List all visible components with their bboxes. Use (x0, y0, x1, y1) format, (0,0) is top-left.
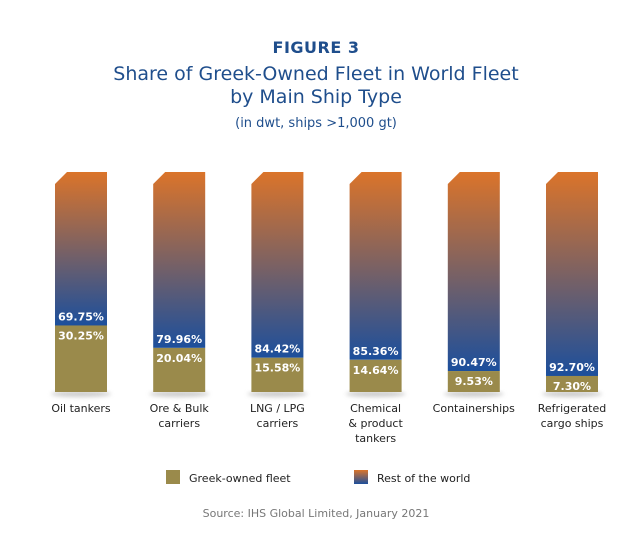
legend-swatch-greek (166, 470, 180, 484)
chart-title-line-2: by Main Ship Type (230, 86, 402, 108)
legend-label-rest: Rest of the world (377, 472, 470, 485)
category-label-line: Oil tankers (51, 402, 111, 415)
label-rest-of-world: 79.96% (156, 333, 202, 346)
bar-rest-of-world (349, 172, 402, 360)
bar-greek-owned (447, 371, 500, 392)
bar-group: 92.70% 7.30% Refrigerated cargo ships (538, 172, 606, 430)
bar-rest-of-world (546, 172, 598, 376)
label-greek-owned: 15.58% (254, 362, 300, 375)
category-label-line: & product (348, 417, 403, 430)
category-label-line: LNG / LPG (250, 402, 305, 415)
bar-rest-of-world (251, 172, 304, 358)
bar-group: 79.96% 20.04% Ore & Bulk carriers (149, 172, 209, 430)
category-label: Ore & Bulk carriers (150, 402, 210, 430)
category-label: Chemical & product tankers (348, 402, 403, 445)
category-label-line: tankers (355, 432, 396, 445)
bar-shadow (247, 391, 308, 397)
label-greek-owned: 7.30% (553, 380, 591, 393)
category-label-line: Refrigerated (538, 402, 606, 415)
bar-greek-owned (349, 359, 402, 392)
label-rest-of-world: 85.36% (353, 345, 399, 358)
legend-swatch-rest (354, 470, 368, 484)
label-rest-of-world: 69.75% (58, 310, 104, 323)
bar-group: 84.42% 15.58% LNG / LPG carriers (247, 172, 308, 430)
chart-subtitle: (in dwt, ships >1,000 gt) (235, 116, 397, 131)
category-label: LNG / LPG carriers (250, 402, 305, 430)
bar-group: 69.75% 30.25% Oil tankers (51, 172, 111, 415)
bar-shadow (51, 391, 111, 397)
bar-greek-owned (55, 325, 107, 392)
chart-title-line-1: Share of Greek-Owned Fleet in World Flee… (113, 63, 519, 85)
bar-group: 90.47% 9.53% Containerships (433, 172, 515, 415)
bar-rest-of-world (55, 172, 107, 326)
label-greek-owned: 30.25% (58, 329, 104, 342)
category-label-line: carriers (158, 417, 200, 430)
legend: Greek-owned fleet Rest of the world (166, 470, 470, 485)
bar-shadow (345, 391, 406, 397)
chart-title: Share of Greek-Owned Fleet in World Flee… (0, 63, 632, 109)
source-note: Source: IHS Global Limited, January 2021 (202, 507, 430, 520)
bar-rest-of-world (447, 172, 500, 372)
category-label-line: Containerships (433, 402, 515, 415)
bar-shadow (443, 391, 504, 397)
category-label: Containerships (433, 402, 515, 415)
category-label-line: Chemical (350, 402, 401, 415)
bar-greek-owned (251, 357, 304, 392)
category-label-line: carriers (257, 417, 299, 430)
category-label: Oil tankers (51, 402, 111, 415)
legend-label-greek: Greek-owned fleet (189, 472, 291, 485)
bar-rest-of-world (153, 172, 206, 348)
label-greek-owned: 20.04% (156, 352, 202, 365)
figure-label: FIGURE 3 (272, 38, 360, 57)
category-label-line: Ore & Bulk (150, 402, 210, 415)
category-label-line: cargo ships (541, 417, 604, 430)
category-label: Refrigerated cargo ships (538, 402, 606, 430)
bar-shadow (542, 391, 602, 397)
bar-greek-owned (546, 375, 598, 392)
label-greek-owned: 14.64% (353, 364, 399, 377)
label-greek-owned: 9.53% (455, 375, 493, 388)
label-rest-of-world: 90.47% (451, 356, 497, 369)
label-rest-of-world: 84.42% (254, 343, 300, 356)
label-rest-of-world: 92.70% (549, 361, 595, 374)
bar-shadow (149, 391, 210, 397)
bar-greek-owned (153, 347, 206, 392)
bar-group: 85.36% 14.64% Chemical & product tankers (345, 172, 406, 445)
